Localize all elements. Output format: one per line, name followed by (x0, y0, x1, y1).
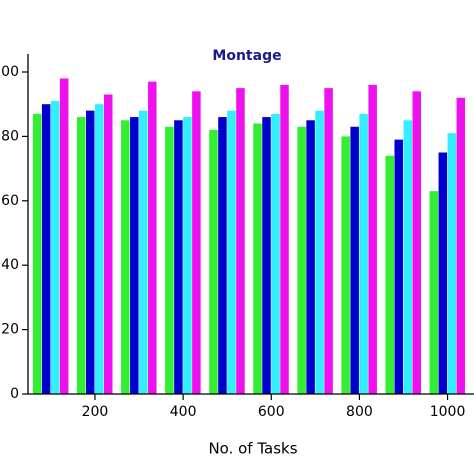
bar (85, 110, 95, 394)
bar (262, 117, 271, 394)
bar (227, 110, 236, 394)
x-tick-label: 200 (82, 404, 109, 420)
bar (236, 88, 245, 394)
bar (218, 117, 227, 394)
y-tick-label: 80 (1, 128, 19, 144)
y-tick-label: 0 (10, 386, 19, 402)
bar (297, 126, 306, 395)
bar (130, 117, 139, 394)
bar (456, 97, 466, 394)
bar (341, 136, 350, 394)
bar (280, 84, 289, 394)
bar (412, 91, 421, 394)
bar (41, 104, 51, 394)
bar (32, 113, 42, 395)
bar (368, 84, 377, 394)
x-tick-label: 1000 (430, 404, 466, 420)
bar (438, 152, 448, 394)
bar (121, 120, 130, 395)
y-tick-label: 20 (1, 322, 19, 338)
bar (50, 100, 60, 394)
bar (306, 120, 315, 395)
y-tick-label: 60 (1, 193, 19, 209)
x-tick-label: 800 (346, 404, 373, 420)
bar (192, 91, 201, 394)
y-tick-label: 100 (0, 64, 19, 80)
bar (94, 104, 104, 394)
bar (183, 117, 192, 394)
x-tick-label: 600 (258, 404, 285, 420)
bar (139, 110, 148, 394)
bar (209, 129, 218, 394)
bar (324, 88, 333, 394)
x-axis-title: No. of Tasks (208, 440, 297, 458)
bar (403, 120, 412, 395)
bar (429, 191, 439, 394)
y-tick-label: 40 (1, 257, 19, 273)
bar (385, 155, 394, 394)
bar (253, 123, 262, 395)
bar (103, 94, 113, 394)
bar (59, 78, 69, 394)
bar (165, 126, 174, 395)
bar (148, 81, 157, 394)
chart-title: Montage (212, 48, 281, 64)
bar (447, 133, 457, 394)
x-tick-label: 400 (170, 404, 197, 420)
bar (315, 110, 324, 394)
bar (350, 126, 359, 395)
bar (359, 113, 368, 395)
bar (271, 113, 280, 395)
bar (174, 120, 183, 395)
bar (394, 139, 403, 394)
bar (76, 117, 86, 394)
